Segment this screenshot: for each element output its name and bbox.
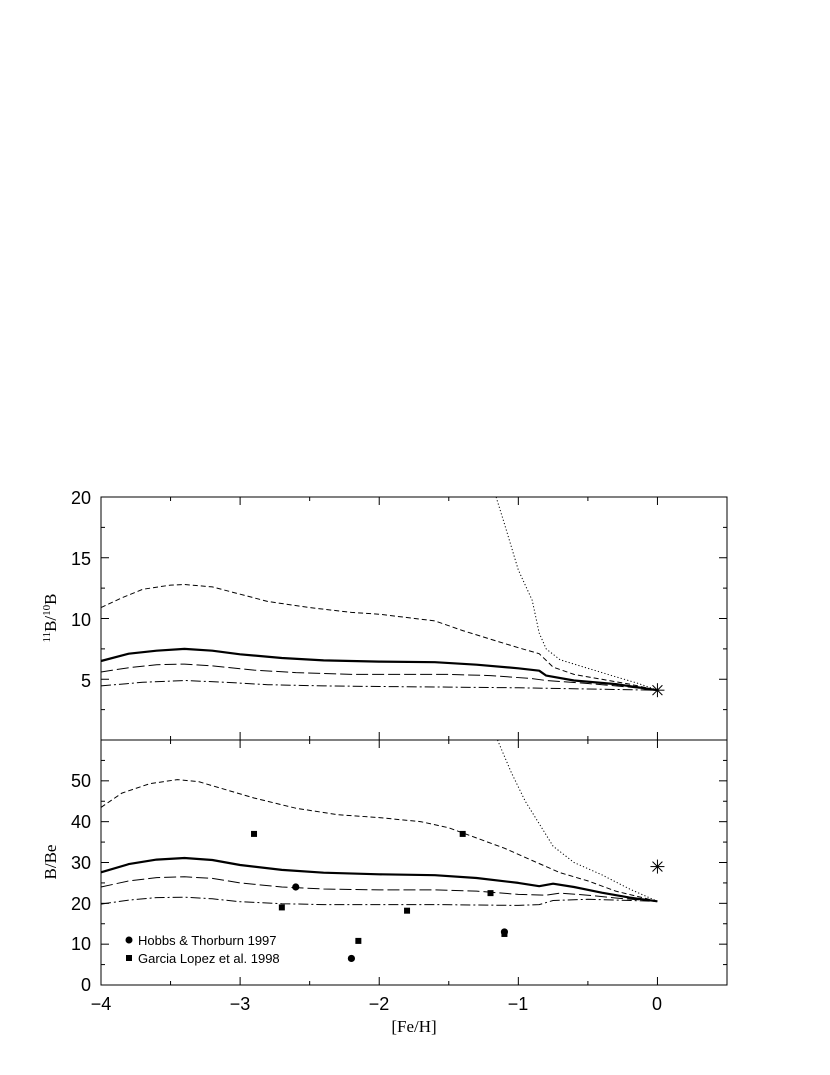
x-tick-label: 0: [652, 994, 662, 1014]
data-markers: [251, 683, 665, 963]
axis-ticks: [100, 496, 728, 986]
garcia-data-point: [355, 937, 362, 944]
hobbs-data-point: [292, 883, 300, 891]
bottom-y-tick-label: 30: [71, 853, 91, 873]
bottom-y-tick-label: 50: [71, 771, 91, 791]
top-y-axis-title-part-b: B: [41, 594, 60, 605]
x-tick-label: −4: [91, 994, 112, 1014]
garcia-data-point: [487, 890, 494, 897]
x-tick-label: −1: [508, 994, 529, 1014]
legend-label-garcia: Garcia Lopez et al. 1998: [138, 951, 280, 966]
x-tick-label: −3: [230, 994, 251, 1014]
legend-square-marker: [126, 955, 132, 961]
top-y-axis-title: 11B/10B: [41, 594, 60, 643]
bottom-y-tick-label: 40: [71, 812, 91, 832]
garcia-data-point: [459, 830, 466, 837]
bottom-curve-short-dash: [100, 779, 658, 902]
x-tick-label: −2: [369, 994, 390, 1014]
x-tick-labels: −4 −3 −2 −1 0: [91, 994, 662, 1014]
top-panel-curves: [100, 496, 658, 692]
top-curve-solid: [100, 647, 658, 692]
bottom-panel-curves: [100, 739, 658, 906]
garcia-data-point: [501, 930, 508, 937]
top-y-axis-title-isotope-a: 11: [41, 632, 53, 643]
top-y-axis-title-isotope-b: 10: [41, 604, 53, 616]
top-asterisk-marker: [650, 683, 665, 698]
top-curve-long-dash: [100, 663, 658, 691]
top-curve-short-dash: [100, 584, 658, 691]
bottom-curve-dotted: [497, 739, 658, 902]
asterisk-stroke: [652, 684, 663, 696]
legend-circle-marker: [125, 936, 133, 944]
top-y-tick-label: 10: [71, 610, 91, 630]
top-curve-dotted: [495, 496, 658, 691]
legend-label-hobbs: Hobbs & Thorburn 1997: [138, 933, 277, 948]
bottom-curve-solid: [100, 856, 658, 903]
bottom-y-tick-label: 20: [71, 894, 91, 914]
x-axis-title: [Fe/H]: [391, 1017, 436, 1036]
garcia-data-point: [278, 904, 285, 911]
top-y-tick-label: 5: [81, 671, 91, 691]
bottom-curve-long-dash: [100, 876, 658, 902]
garcia-data-point: [404, 907, 411, 914]
hobbs-data-point: [347, 954, 355, 963]
top-y-tick-label: 15: [71, 549, 91, 569]
asterisk-stroke: [652, 861, 663, 872]
bottom-y-axis-title: B/Be: [41, 845, 60, 880]
legend: Hobbs & Thorburn 1997 Garcia Lopez et al…: [125, 933, 280, 966]
top-y-tick-label: 20: [71, 488, 91, 508]
bottom-panel-frame: [100, 739, 728, 986]
bottom-y-tick-labels: 0 10 20 30 40 50: [71, 771, 91, 995]
bottom-y-tick-label: 0: [81, 975, 91, 995]
garcia-data-point: [251, 830, 258, 837]
top-curve-dash-dot: [100, 680, 658, 691]
bottom-curve-dash-dot: [100, 896, 658, 906]
bottom-y-tick-label: 10: [71, 934, 91, 954]
bottom-asterisk-marker: [650, 859, 665, 874]
top-y-axis-title-part-a: B/: [41, 616, 60, 632]
top-y-tick-labels: 20 15 10 5: [71, 488, 91, 691]
